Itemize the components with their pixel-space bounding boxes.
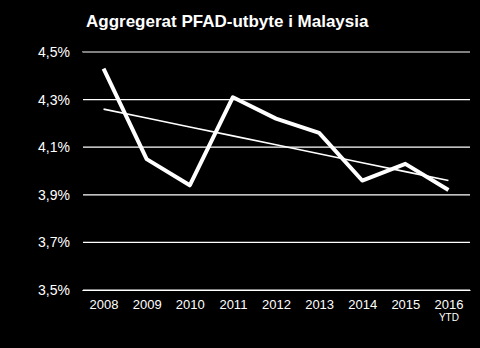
grid-line — [82, 289, 470, 290]
x-axis: 2008 2009 2010 2011 2012 2013 2014 2015 2016YTD — [83, 290, 471, 323]
y-tick-label: 4,5% — [38, 44, 70, 60]
x-tick-label: 2013 — [305, 297, 334, 312]
x-tick: 2012 — [262, 290, 291, 312]
x-tick: 2014 — [348, 290, 377, 312]
plot: 3,5% 3,7% 3,9% 4,1% 4,3% 4,5% 2008 2009 2010 2011… — [38, 44, 470, 323]
x-tick-label: 2012 — [262, 297, 291, 312]
y-tick: 4,3% — [38, 92, 82, 108]
trend-line — [104, 109, 449, 180]
y-tick: 4,1% — [38, 139, 82, 155]
x-tick: 2016YTD — [434, 290, 463, 323]
x-tick-label: 2016YTD — [434, 297, 463, 323]
grid-line — [82, 242, 470, 243]
y-tick-label: 4,1% — [38, 139, 70, 155]
y-tick: 3,7% — [38, 234, 82, 250]
y-tick-label: 4,3% — [38, 92, 70, 108]
x-tick-label: 2014 — [348, 297, 377, 312]
y-tick-label: 3,7% — [38, 234, 70, 250]
x-tick-label: 2015 — [391, 297, 420, 312]
y-tick-label: 3,9% — [38, 187, 70, 203]
x-tick: 2010 — [176, 290, 205, 312]
grid-line — [82, 194, 470, 195]
grid-line — [82, 99, 470, 100]
title: Aggregerat PFAD-utbyte i Malaysia — [86, 12, 369, 31]
x-tick: 2009 — [133, 290, 162, 312]
y-tick: 3,5% — [38, 282, 82, 298]
lines — [104, 69, 449, 190]
y-axis: 3,5% 3,7% 3,9% 4,1% 4,3% 4,5% — [38, 44, 82, 298]
x-tick-label: 2011 — [219, 297, 247, 312]
y-tick-label: 3,5% — [38, 282, 70, 298]
x-tick: 2015 — [391, 290, 420, 312]
x-tick-label: 2009 — [133, 297, 162, 312]
y-axis-line — [82, 53, 83, 291]
grid-line — [82, 51, 470, 52]
x-axis-line — [83, 290, 471, 291]
x-tick: 2013 — [305, 290, 334, 312]
y-tick: 3,9% — [38, 187, 82, 203]
chart: 3,5% 3,7% 3,9% 4,1% 4,3% 4,5% 2008 2009 2010 2011… — [0, 0, 480, 348]
grid — [82, 52, 470, 290]
data-line — [104, 69, 449, 190]
x-tick-label: 2010 — [176, 297, 205, 312]
background — [0, 0, 480, 348]
x-tick: 2011 — [219, 290, 247, 312]
y-tick: 4,5% — [38, 44, 82, 60]
x-tick: 2008 — [90, 290, 119, 312]
x-tick-label: 2008 — [90, 297, 119, 312]
